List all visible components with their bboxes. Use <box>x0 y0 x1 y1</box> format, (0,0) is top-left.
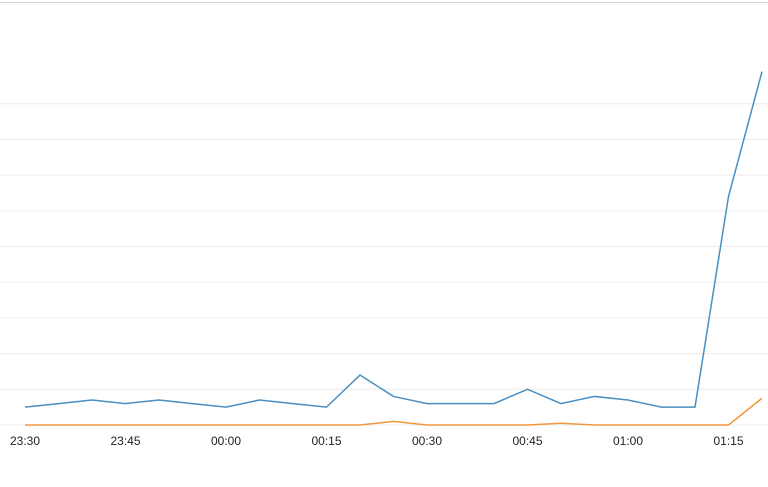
x-tick-label: 23:45 <box>110 434 140 448</box>
series-line <box>24 71 763 408</box>
x-tick-label: 00:00 <box>211 434 241 448</box>
x-tick-label: 00:30 <box>412 434 442 448</box>
series-line <box>25 397 763 426</box>
x-tick-label: 01:15 <box>713 434 743 448</box>
x-tick-label: 23:30 <box>10 434 40 448</box>
x-tick-label: 01:00 <box>613 434 643 448</box>
x-tick-label: 00:45 <box>512 434 542 448</box>
x-tick-label: 00:15 <box>311 434 341 448</box>
